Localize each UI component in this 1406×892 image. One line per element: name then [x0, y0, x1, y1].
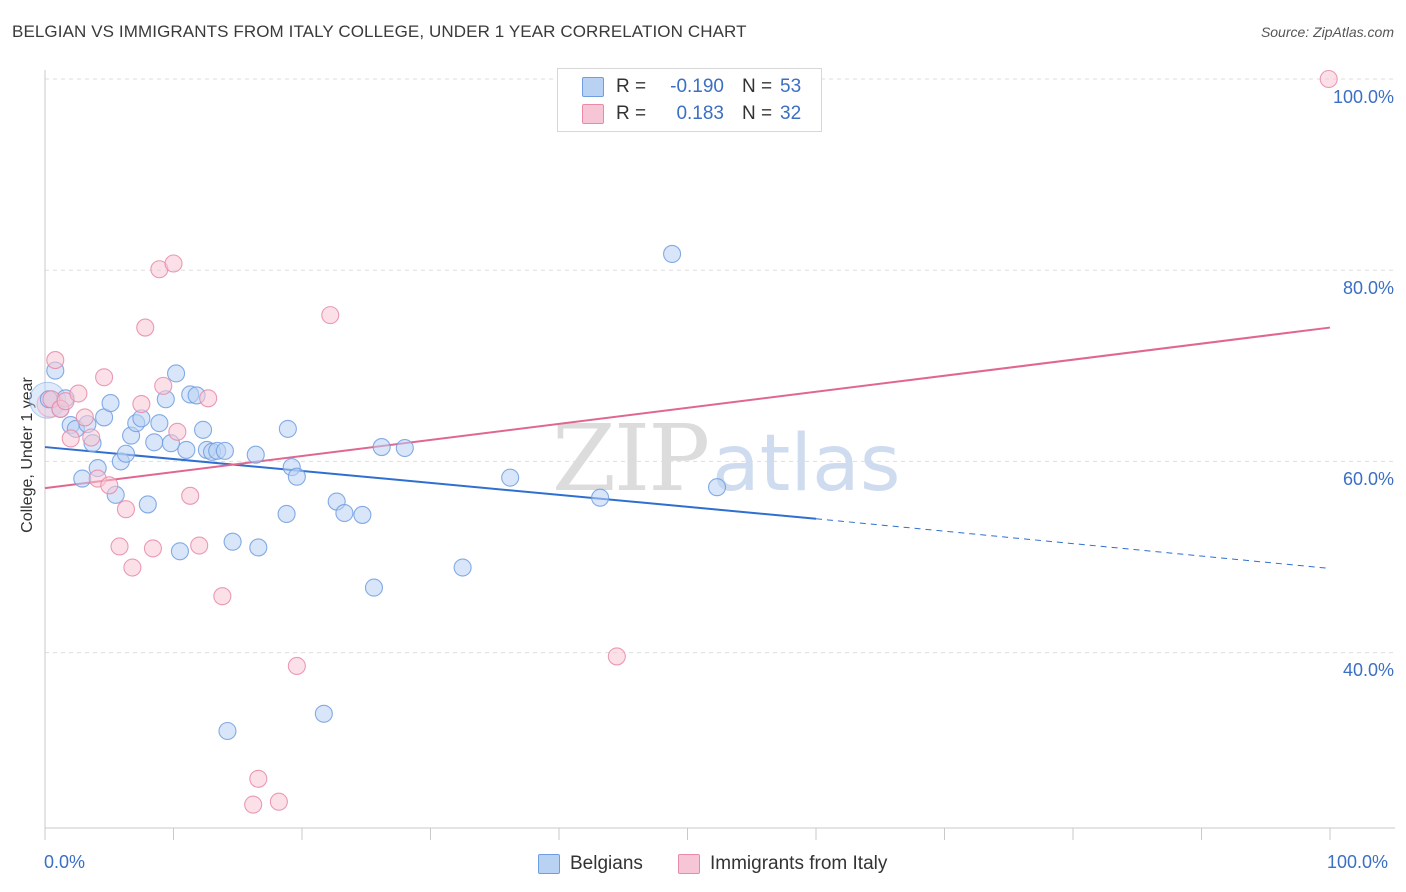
data-point-belgians — [364, 578, 384, 597]
data-point-belgians — [215, 441, 234, 460]
data-point-italy — [607, 647, 626, 666]
data-point-italy — [116, 500, 136, 519]
legend-r-value: -0.190 — [670, 76, 724, 97]
watermark-atlas: atlas — [712, 419, 901, 509]
data-point-italy — [199, 389, 218, 408]
stats-legend: R = -0.190 N = 53 R = 0.183 N = 32 — [557, 68, 822, 132]
legend-swatch-belgians — [582, 77, 604, 97]
data-point-belgians — [335, 503, 354, 523]
legend-n-label: N = — [742, 76, 773, 97]
data-point-italy — [123, 558, 142, 577]
gridlines — [45, 78, 1395, 654]
data-point-belgians — [278, 419, 297, 438]
data-point-italy — [181, 486, 200, 505]
data-point-belgians — [101, 394, 120, 413]
data-point-italy — [213, 587, 232, 606]
data-point-belgians — [73, 469, 92, 488]
y-tick-label-40: 40.0% — [1342, 660, 1394, 680]
legend-row-belgians: R = -0.190 N = 53 — [582, 74, 801, 100]
y-tick-label-100: 100.0% — [1332, 87, 1394, 107]
data-point-belgians — [194, 420, 213, 439]
trend-line-belgians-extension — [815, 518, 1331, 569]
y-tick-label-80: 80.0% — [1342, 278, 1394, 298]
data-point-belgians — [170, 542, 189, 561]
data-point-belgians — [246, 445, 265, 464]
legend-r-label: R = — [616, 76, 647, 97]
data-point-belgians — [223, 532, 242, 551]
x-tick-label-max: 100.0% — [1327, 852, 1389, 872]
data-point-belgians — [150, 414, 169, 433]
data-point-belgians — [453, 558, 472, 577]
bottom-legend-swatch-belgians — [538, 854, 560, 874]
data-point-belgians — [145, 433, 164, 452]
data-point-italy — [190, 536, 209, 555]
data-point-belgians — [218, 721, 237, 741]
data-points — [29, 69, 1338, 814]
data-point-italy — [154, 376, 173, 395]
data-point-italy — [168, 422, 187, 441]
legend-n-value: 53 — [780, 76, 802, 97]
data-point-belgians — [314, 704, 333, 723]
data-point-italy — [100, 476, 119, 495]
data-point-italy — [244, 795, 263, 814]
data-point-belgians — [501, 468, 520, 487]
chart-title: BELGIAN VS IMMIGRANTS FROM ITALY COLLEGE… — [12, 22, 747, 41]
y-tick-label-60: 60.0% — [1342, 469, 1394, 489]
data-point-belgians — [177, 440, 196, 459]
data-point-italy — [287, 656, 306, 676]
trend-line-belgians — [44, 446, 817, 520]
data-point-italy — [75, 408, 94, 427]
data-point-italy — [61, 429, 80, 448]
bottom-legend-belgians: Belgians — [538, 851, 643, 877]
legend-row-italy: R = 0.183 N = 32 — [582, 101, 801, 127]
axes — [44, 70, 1395, 840]
watermark: ZIP atlas — [552, 405, 901, 512]
data-point-belgians — [287, 467, 306, 486]
data-point-belgians — [353, 505, 372, 524]
data-point-italy — [164, 254, 183, 273]
bottom-legend-label-italy: Immigrants from Italy — [710, 853, 888, 874]
data-point-italy — [132, 394, 151, 414]
bottom-legend-label-belgians: Belgians — [570, 853, 643, 874]
bottom-legend-swatch-italy — [678, 854, 700, 874]
data-point-italy — [110, 537, 129, 556]
data-point-italy — [269, 792, 288, 811]
data-point-italy — [136, 318, 155, 337]
data-point-italy — [1319, 69, 1338, 89]
bottom-legend-italy: Immigrants from Italy — [678, 851, 887, 877]
x-tick-label-min: 0.0% — [44, 852, 86, 872]
legend-n-label: N = — [742, 103, 773, 124]
data-point-italy — [95, 368, 114, 387]
legend-r-label: R = — [616, 103, 647, 124]
data-point-italy — [82, 428, 101, 447]
data-point-italy — [321, 306, 340, 325]
data-point-italy — [143, 539, 162, 558]
source-label: Source: ZipAtlas.com — [1260, 24, 1394, 40]
data-point-belgians — [277, 504, 296, 524]
data-point-belgians — [591, 488, 610, 507]
data-point-belgians — [249, 538, 268, 557]
watermark-zip: ZIP — [552, 405, 708, 512]
data-point-italy — [249, 769, 268, 788]
data-point-belgians — [116, 444, 136, 463]
data-point-belgians — [167, 364, 186, 383]
data-point-belgians — [372, 438, 391, 457]
data-point-belgians — [395, 438, 414, 458]
data-point-belgians — [138, 495, 157, 514]
data-point-italy — [46, 351, 65, 370]
data-point-italy — [69, 384, 88, 403]
legend-n-value: 32 — [780, 103, 802, 124]
data-point-belgians — [708, 478, 727, 497]
legend-r-value: 0.183 — [676, 103, 724, 124]
data-point-belgians — [663, 244, 682, 263]
legend-swatch-italy — [582, 104, 604, 124]
